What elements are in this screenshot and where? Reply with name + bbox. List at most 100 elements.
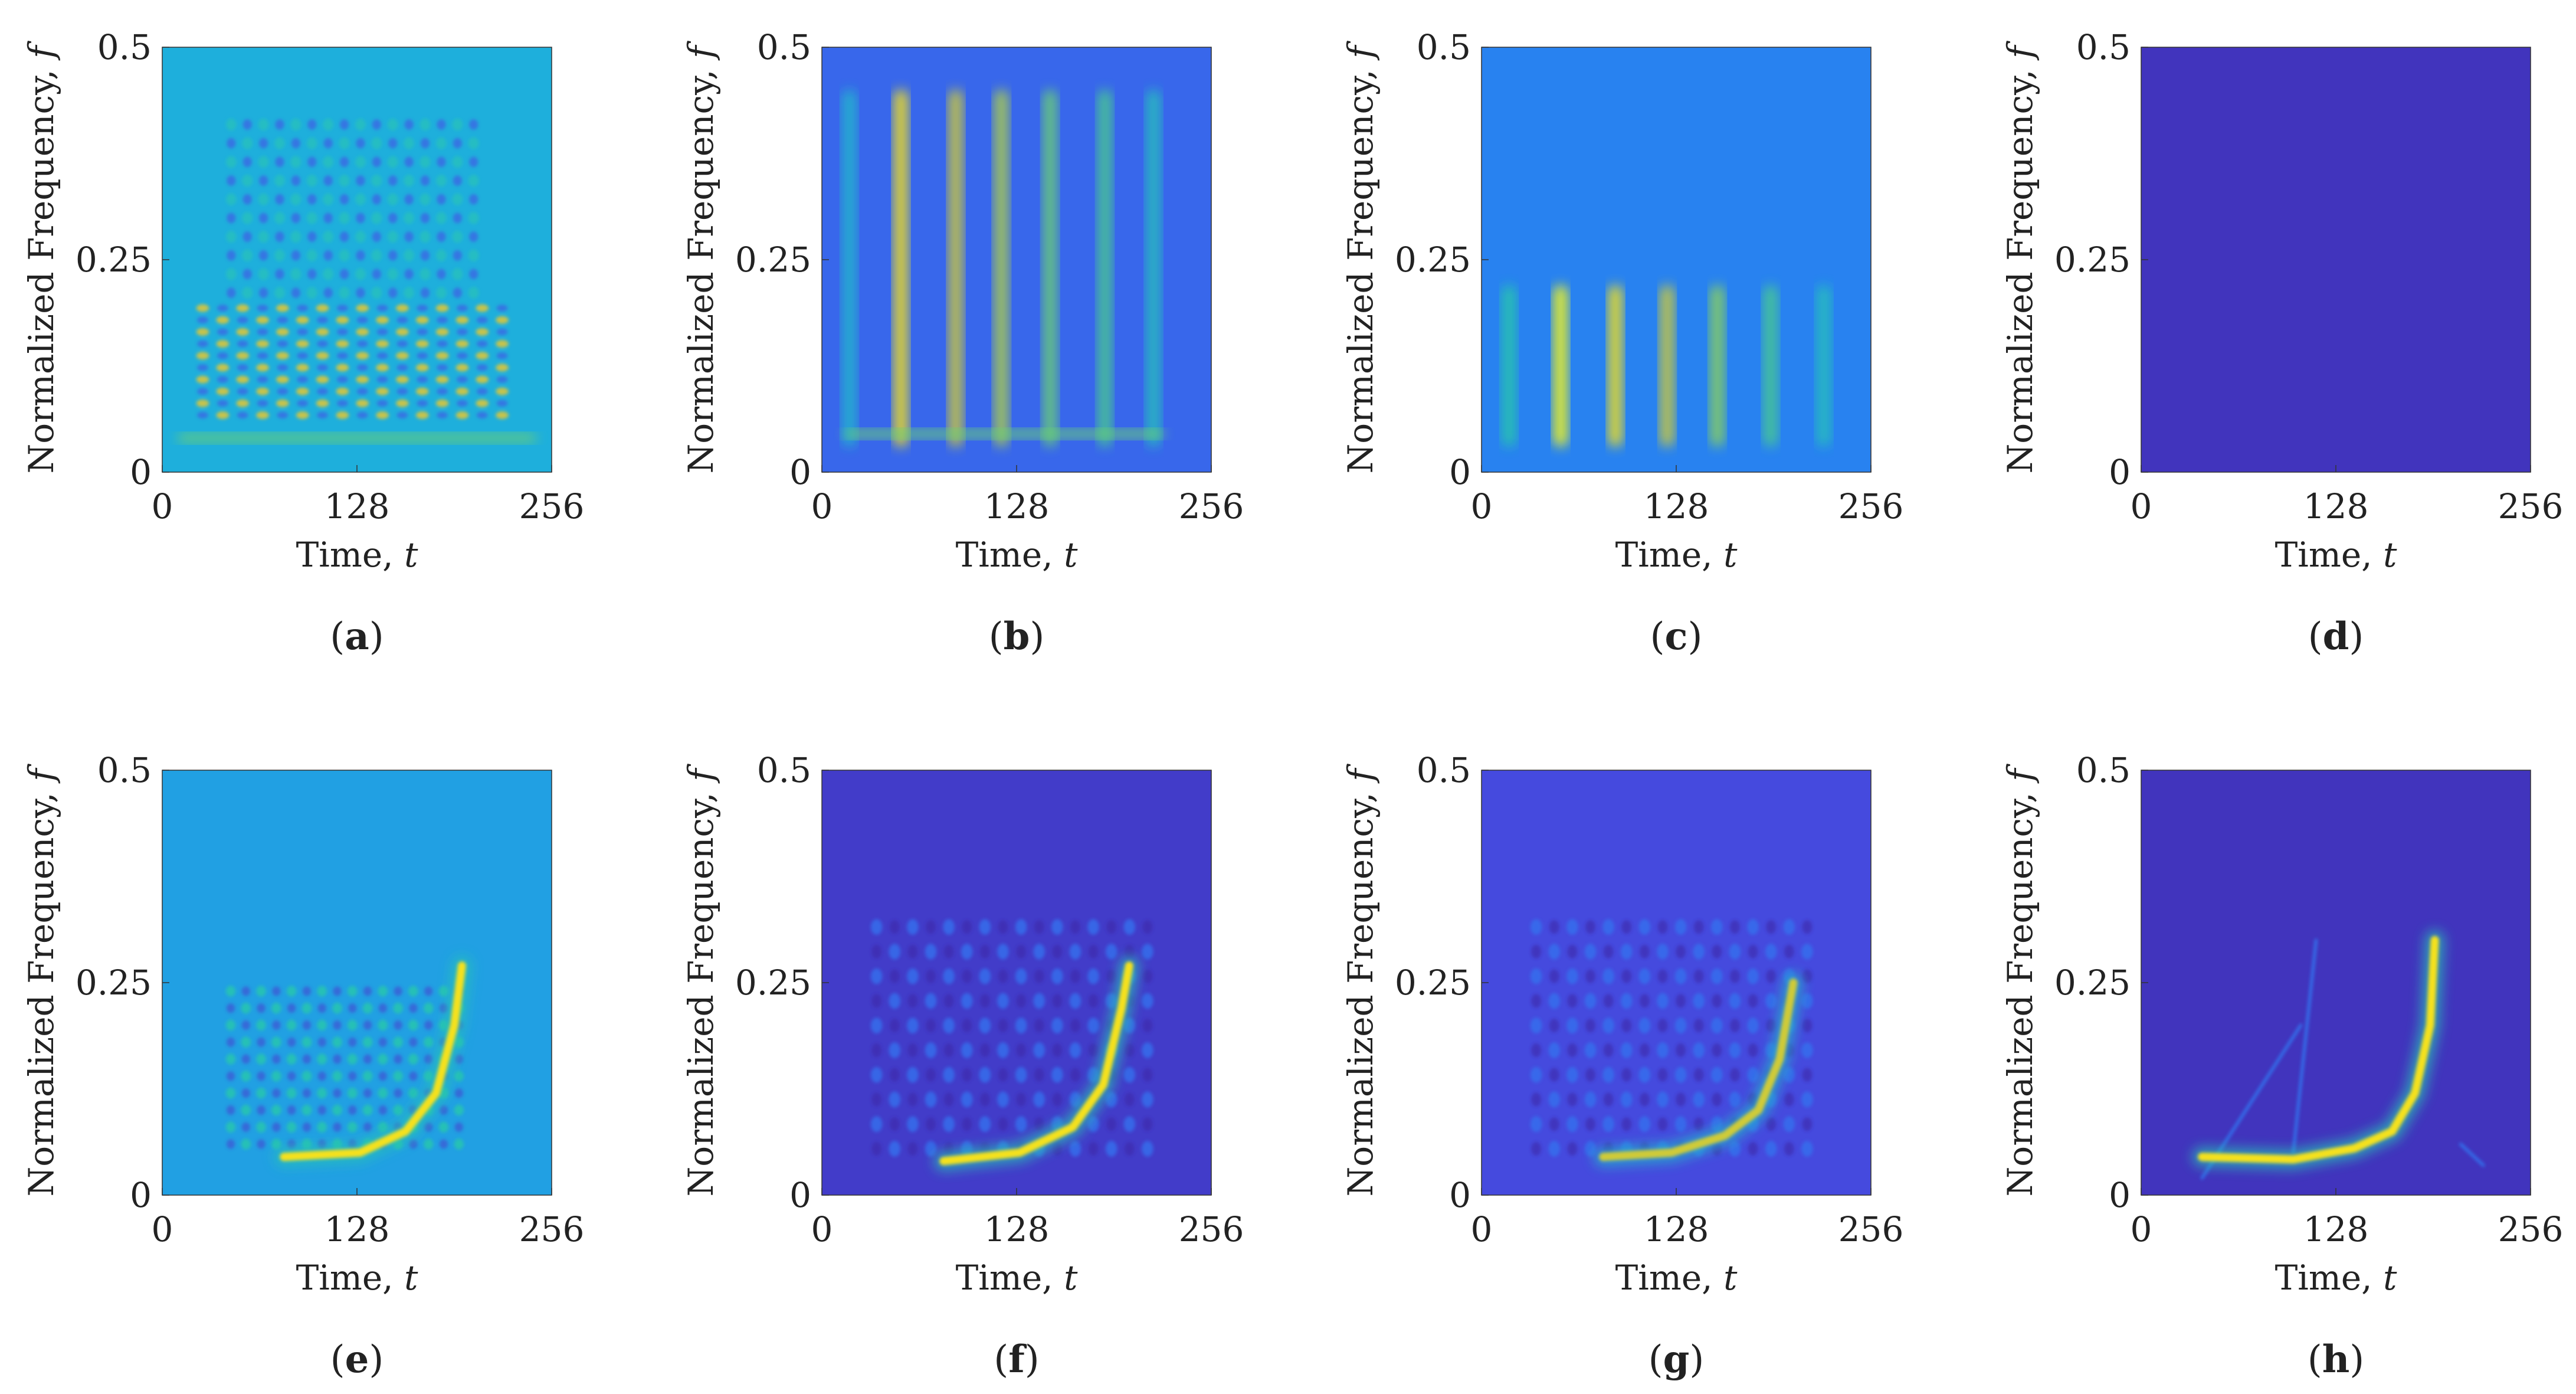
- checker-cell: [1051, 968, 1063, 984]
- checker-cell-dark: [323, 287, 333, 299]
- checker-cell-dark: [1549, 1019, 1559, 1033]
- checker-cell-dark: [272, 1020, 281, 1030]
- checker-cell-dark: [339, 194, 349, 205]
- checker-cell: [286, 1121, 297, 1133]
- checker-cell: [256, 1087, 266, 1099]
- y-tick-label: 0.5: [1417, 750, 1471, 790]
- checker-cell: [1620, 944, 1633, 960]
- checker-cell: [378, 986, 388, 997]
- checker-cell: [371, 287, 382, 299]
- checker-cell-dark: [394, 1088, 402, 1098]
- checker-cell: [1602, 1116, 1614, 1133]
- checker-cell: [296, 316, 309, 324]
- checker-cell-dark: [237, 316, 248, 323]
- checker-cell-dark: [1802, 1068, 1813, 1082]
- x-axis-label: Time, t: [2275, 535, 2397, 575]
- checker-cell-dark: [871, 994, 882, 1008]
- checker-cell: [476, 352, 489, 360]
- checker-cell-dark: [376, 328, 388, 336]
- checker-cell-dark: [979, 944, 990, 959]
- checker-cell-dark: [356, 138, 365, 149]
- checker-cell: [455, 387, 469, 395]
- x-tick-label: 256: [1838, 1209, 1904, 1249]
- checker-cell-dark: [1657, 969, 1668, 983]
- checker-cell-dark: [1748, 994, 1758, 1008]
- y-tick-label: 0.5: [2076, 27, 2131, 67]
- x-tick-label: 256: [2498, 486, 2564, 526]
- x-axis-label-text: Time,: [956, 1258, 1064, 1298]
- checker-cell-dark: [227, 175, 236, 186]
- checker-cell: [296, 411, 309, 419]
- checker-cell-dark: [907, 1092, 918, 1107]
- checker-cell: [348, 1053, 358, 1065]
- checker-cell: [438, 986, 449, 997]
- checker-cell: [1105, 1091, 1117, 1108]
- checker-cell-dark: [453, 138, 462, 149]
- checker-cell-dark: [1693, 1068, 1704, 1082]
- checker-cell-dark: [241, 1122, 251, 1132]
- checker-cell-dark: [317, 388, 328, 395]
- checker-cell: [889, 1042, 901, 1058]
- checker-cell: [1729, 1091, 1741, 1108]
- checker-cell-dark: [453, 287, 462, 299]
- heatmap-g: [1482, 770, 1871, 1195]
- checker-cell: [889, 1141, 901, 1157]
- checker-cell-dark: [1070, 919, 1080, 934]
- checker-cell: [301, 1002, 312, 1014]
- checker-cell-dark: [388, 250, 398, 261]
- checker-cell-dark: [417, 400, 428, 407]
- checker-cell: [404, 212, 414, 224]
- caption-open: (: [1648, 1338, 1663, 1382]
- y-axis-label: Normalized Frequency, f: [1341, 763, 1381, 1196]
- checker-cell-dark: [1106, 919, 1117, 934]
- checker-cell-dark: [317, 411, 328, 419]
- checker-cell: [997, 1042, 1009, 1058]
- checker-cell: [225, 986, 236, 997]
- checker-cell-dark: [356, 175, 365, 186]
- caption-letter: e: [345, 1337, 369, 1382]
- checker-cell-dark: [1531, 1092, 1542, 1107]
- checker-cell: [362, 1002, 373, 1014]
- checker-cell-dark: [1142, 969, 1153, 983]
- checker-cell-dark: [258, 138, 268, 149]
- checker-cell: [1105, 944, 1117, 960]
- feature-ridge-v-5: [1097, 90, 1112, 447]
- checker-cell: [241, 1104, 251, 1116]
- checker-cell-dark: [1567, 1141, 1578, 1156]
- checker-cell: [196, 375, 209, 384]
- caption-close: ): [1025, 1338, 1040, 1382]
- checker-cell-dark: [437, 388, 448, 395]
- panels: 0 128 256 0 0.25 0.5 Time, t Normalized Frequen…: [21, 27, 2563, 1382]
- y-tick-label: 0: [2109, 1175, 2131, 1215]
- checker-cell-dark: [388, 138, 398, 149]
- y-tick-label: 0.5: [97, 750, 152, 790]
- checker-cell-dark: [297, 352, 309, 359]
- checker-cell-dark: [1088, 1043, 1099, 1058]
- checker-cell: [1051, 919, 1063, 935]
- checker-cell-dark: [453, 212, 462, 224]
- checker-cell: [1801, 944, 1813, 960]
- checker-cell: [419, 156, 431, 168]
- checker-cell: [1693, 1042, 1705, 1058]
- checker-cell: [242, 287, 253, 299]
- checker-cell: [356, 399, 369, 407]
- caption-close: ): [2349, 1338, 2364, 1382]
- feature-curve-4: [2198, 936, 2439, 1164]
- heatmap-background: [2141, 47, 2531, 472]
- checker-cell-dark: [317, 316, 328, 323]
- heatmap-background: [1482, 770, 1871, 1195]
- checker-cell: [1069, 1141, 1081, 1157]
- checker-cell: [496, 364, 509, 372]
- checker-cell: [436, 174, 447, 187]
- checker-cell-dark: [372, 194, 382, 205]
- feature-checker-1: [196, 304, 509, 419]
- checker-cell-dark: [1639, 994, 1650, 1008]
- x-tick-label: 256: [1838, 486, 1904, 526]
- checker-cell-dark: [437, 340, 448, 348]
- checker-cell: [1087, 1116, 1099, 1133]
- checker-cell: [1142, 1091, 1153, 1108]
- checker-cell: [371, 174, 382, 187]
- checker-cell-dark: [257, 1037, 266, 1047]
- y-tick-label: 0.5: [2076, 750, 2131, 790]
- checker-cell-dark: [257, 1105, 266, 1115]
